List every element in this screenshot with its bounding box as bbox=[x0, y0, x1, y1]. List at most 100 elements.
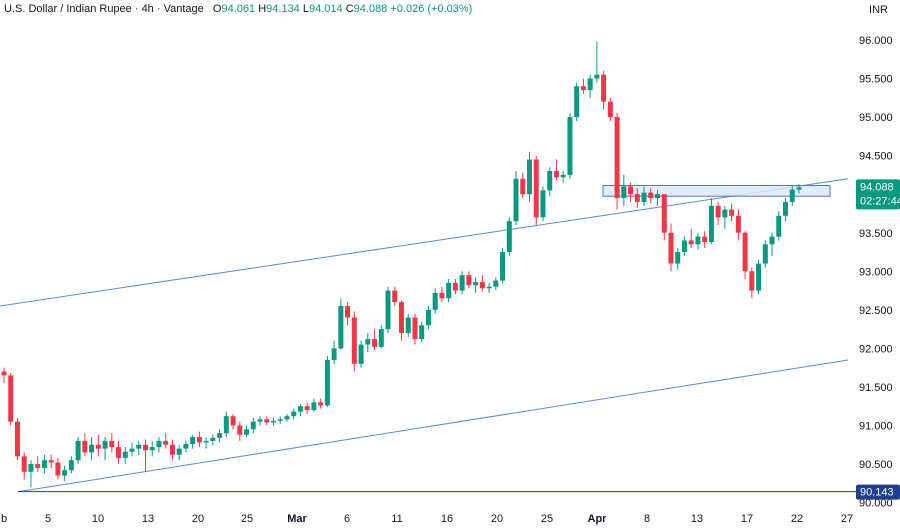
candle-body bbox=[547, 171, 553, 191]
candle bbox=[176, 444, 182, 461]
candle bbox=[789, 184, 795, 206]
candle-body bbox=[513, 178, 519, 222]
candle-body bbox=[109, 440, 115, 448]
candle bbox=[553, 159, 559, 181]
candle-body bbox=[102, 440, 108, 449]
candle-body bbox=[708, 205, 714, 243]
candle bbox=[183, 440, 189, 453]
candle-body bbox=[95, 444, 101, 449]
candle-body bbox=[641, 192, 647, 202]
candle bbox=[129, 442, 135, 457]
time-tick-label: Apr bbox=[588, 513, 608, 525]
candle bbox=[695, 232, 701, 250]
time-tick-label: 20 bbox=[192, 513, 204, 525]
price-tick-label: 96.000 bbox=[859, 35, 893, 47]
candle-body bbox=[8, 375, 14, 422]
candle bbox=[587, 74, 593, 98]
candle bbox=[304, 402, 310, 414]
candle-body bbox=[136, 444, 142, 449]
candle-body bbox=[607, 101, 613, 118]
candle-body bbox=[264, 419, 270, 423]
candle-body bbox=[695, 236, 701, 245]
candle bbox=[735, 209, 741, 241]
time-tick-label: 25 bbox=[541, 513, 553, 525]
candle-body bbox=[506, 221, 512, 253]
open-value: 94.061 bbox=[221, 3, 256, 15]
candle bbox=[14, 417, 20, 461]
candle-body bbox=[419, 325, 425, 340]
candle bbox=[419, 321, 425, 343]
price-tick-label: 92.000 bbox=[859, 343, 893, 355]
candle bbox=[702, 231, 708, 249]
candle-body bbox=[358, 344, 364, 364]
candle bbox=[95, 434, 101, 457]
candle bbox=[715, 201, 721, 226]
candle-body bbox=[48, 460, 54, 463]
candle bbox=[708, 198, 714, 245]
candle bbox=[681, 236, 687, 256]
candle-body bbox=[405, 317, 411, 333]
candle bbox=[796, 184, 802, 194]
candle bbox=[547, 167, 553, 196]
candle-body bbox=[365, 339, 371, 345]
candle-body bbox=[789, 189, 795, 202]
candle-body bbox=[250, 421, 256, 430]
candle bbox=[237, 421, 243, 441]
candle bbox=[513, 171, 519, 226]
currency-label[interactable]: INR bbox=[869, 4, 888, 16]
candle bbox=[264, 416, 270, 426]
candle-body bbox=[156, 440, 162, 448]
candle-body bbox=[142, 444, 148, 451]
candle-body bbox=[574, 86, 580, 118]
symbol-title: U.S. Dollar / Indian Rupee · 4h · Vantag… bbox=[4, 3, 204, 15]
candle-body bbox=[230, 416, 236, 426]
candle bbox=[486, 282, 492, 293]
candle bbox=[776, 211, 782, 241]
price-tick-label: 92.500 bbox=[859, 305, 893, 317]
candle bbox=[82, 433, 88, 457]
resistance-zone bbox=[602, 184, 831, 197]
candle-body bbox=[399, 302, 404, 333]
price-tick-label: 90.500 bbox=[859, 459, 893, 471]
candle-body bbox=[55, 462, 61, 476]
candle bbox=[55, 457, 61, 480]
candle bbox=[520, 172, 526, 199]
candle-body bbox=[284, 416, 290, 420]
candle bbox=[311, 398, 317, 412]
candle-body bbox=[715, 205, 721, 218]
candle bbox=[196, 431, 202, 448]
time-tick-label: 8 bbox=[644, 513, 650, 525]
candle bbox=[749, 267, 755, 299]
candle-body bbox=[466, 275, 472, 286]
candle bbox=[506, 217, 512, 256]
candle-body bbox=[277, 419, 283, 421]
candle-body bbox=[594, 74, 600, 79]
price-tick-label: 91.500 bbox=[859, 382, 893, 394]
candle-body bbox=[217, 433, 223, 438]
candle-body bbox=[163, 440, 169, 445]
candle bbox=[621, 174, 627, 206]
candle-body bbox=[176, 448, 182, 455]
time-tick-label: Mar bbox=[287, 513, 307, 525]
candle bbox=[378, 325, 384, 349]
candle bbox=[365, 332, 371, 353]
candle bbox=[783, 198, 789, 222]
candle-body bbox=[237, 425, 243, 435]
candle-body bbox=[621, 186, 627, 199]
candle-body bbox=[412, 317, 418, 340]
last-price-badge bbox=[856, 179, 900, 210]
candle-body bbox=[500, 252, 506, 281]
candle-body bbox=[473, 282, 479, 286]
candle-body bbox=[776, 215, 782, 237]
time-tick-label: 10 bbox=[92, 513, 104, 525]
candle-body bbox=[392, 290, 398, 303]
candle bbox=[142, 439, 148, 472]
candle-body bbox=[304, 406, 310, 411]
candle-body bbox=[1, 371, 7, 376]
candle-body bbox=[425, 309, 431, 326]
candle bbox=[661, 194, 667, 241]
candle bbox=[122, 447, 128, 465]
candle bbox=[614, 113, 620, 210]
candle bbox=[601, 70, 607, 110]
